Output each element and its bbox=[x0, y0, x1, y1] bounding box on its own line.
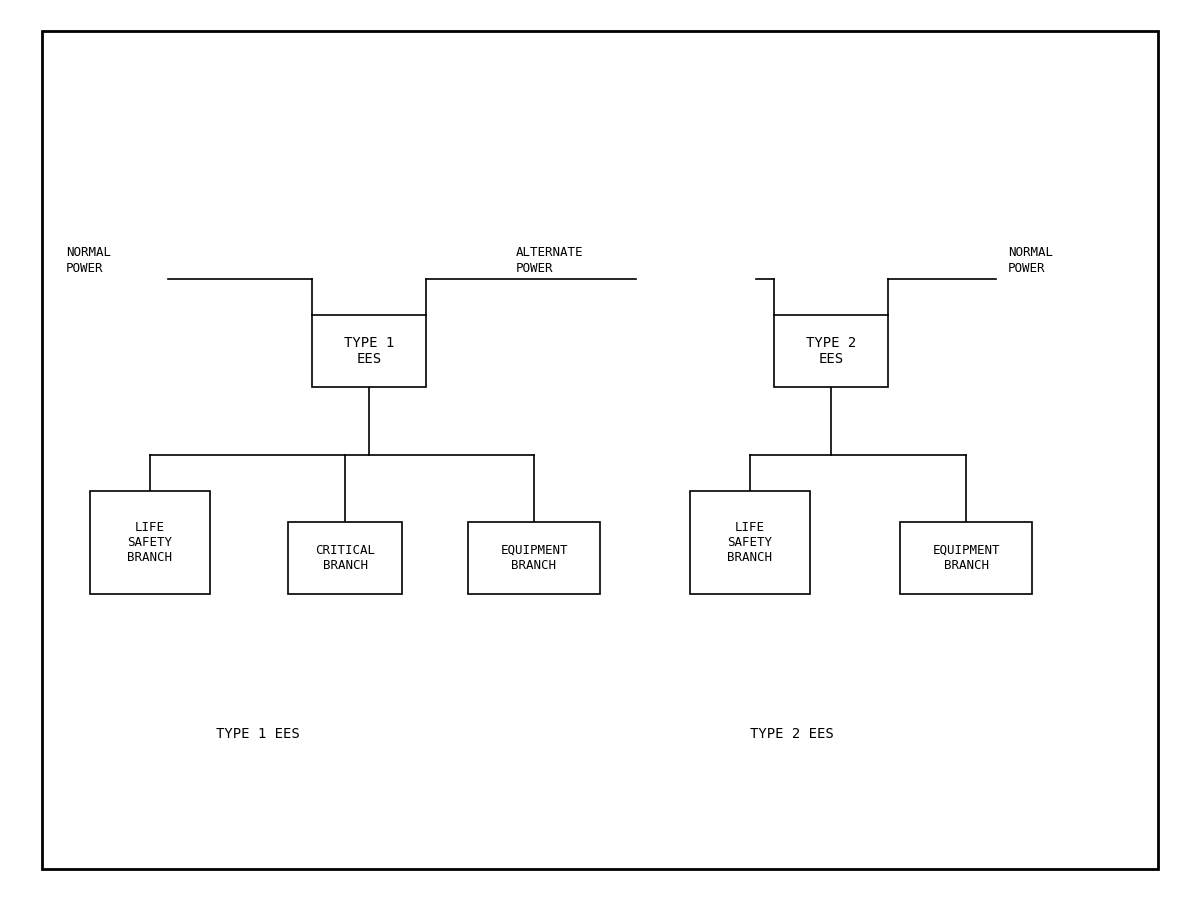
Text: LIFE
SAFETY
BRANCH: LIFE SAFETY BRANCH bbox=[727, 521, 773, 563]
FancyBboxPatch shape bbox=[468, 522, 600, 594]
Text: TYPE 1 EES: TYPE 1 EES bbox=[216, 726, 300, 741]
FancyBboxPatch shape bbox=[312, 315, 426, 387]
Text: TYPE 2 EES: TYPE 2 EES bbox=[750, 726, 834, 741]
FancyBboxPatch shape bbox=[288, 522, 402, 594]
Text: EQUIPMENT
BRANCH: EQUIPMENT BRANCH bbox=[932, 544, 1000, 572]
Text: NORMAL
POWER: NORMAL POWER bbox=[1008, 247, 1054, 274]
Text: EQUIPMENT
BRANCH: EQUIPMENT BRANCH bbox=[500, 544, 568, 572]
Text: ALTERNATE
POWER: ALTERNATE POWER bbox=[516, 247, 583, 274]
Text: NORMAL
POWER: NORMAL POWER bbox=[66, 247, 112, 274]
FancyBboxPatch shape bbox=[900, 522, 1032, 594]
Text: CRITICAL
BRANCH: CRITICAL BRANCH bbox=[314, 544, 374, 572]
FancyBboxPatch shape bbox=[90, 491, 210, 594]
FancyBboxPatch shape bbox=[690, 491, 810, 594]
Text: TYPE 1
EES: TYPE 1 EES bbox=[344, 336, 394, 366]
Text: TYPE 2
EES: TYPE 2 EES bbox=[806, 336, 856, 366]
Text: LIFE
SAFETY
BRANCH: LIFE SAFETY BRANCH bbox=[127, 521, 173, 563]
FancyBboxPatch shape bbox=[774, 315, 888, 387]
